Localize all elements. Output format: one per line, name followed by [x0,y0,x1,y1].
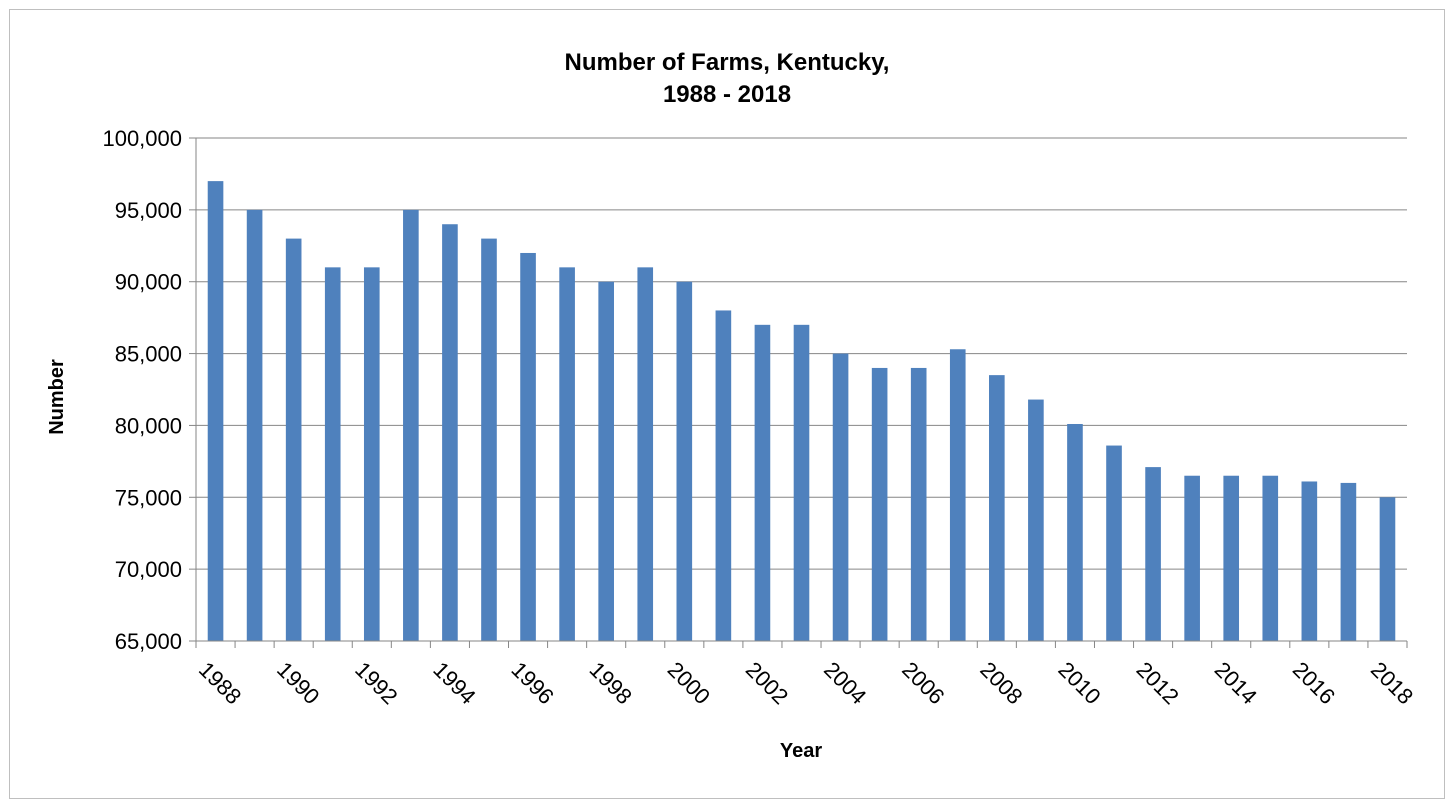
x-tick-label: 1988 [194,657,246,709]
bar-2015 [1262,475,1279,641]
x-tick-labels: 1988 1990 1992 1994 1996 1998 2000 2002 2004 2006… [194,657,1418,709]
bar-1991 [324,267,341,641]
bar-1998 [598,281,614,641]
y-tick-label: 90,000 [115,270,182,295]
bar-2011 [1106,445,1122,641]
bar-2004 [832,353,849,641]
chart-subtitle: 1988 - 2018 [663,81,791,108]
y-axis-title: Number [46,359,68,435]
y-tick-label: 65,000 [115,629,182,654]
x-tick-label: 1994 [428,657,480,709]
y-tick-label: 80,000 [115,413,182,438]
x-tick-label: 1992 [350,657,402,709]
x-tick-label: 2014 [1210,657,1262,709]
y-tick-label: 85,000 [115,342,182,367]
axes [189,137,1408,648]
bar-2016 [1301,481,1318,641]
y-tick-label: 95,000 [115,198,182,223]
x-tick-label: 1998 [585,657,637,709]
bar-2001 [715,310,732,641]
x-tick-label: 2018 [1366,657,1418,709]
bar-1993 [403,209,419,641]
x-tick-label: 2000 [663,657,715,709]
bar-2009 [1028,399,1044,641]
bar-1995 [481,238,497,641]
x-tick-label: 2006 [897,657,949,709]
y-tick-label: 75,000 [115,485,182,510]
bar-1997 [559,267,575,641]
bar-2018 [1379,497,1396,641]
bar-1988 [207,181,224,641]
bar-2002 [754,324,771,641]
bar-1994 [442,224,458,641]
bar-2010 [1067,423,1083,641]
x-tick-label: 2010 [1053,657,1105,709]
bar-2005 [871,367,888,641]
chart-title: Number of Farms, Kentucky, [565,49,890,76]
bar-2012 [1145,467,1161,641]
bar-2013 [1184,475,1200,641]
bar-2006 [910,367,927,641]
x-axis-title: Year [780,740,822,762]
x-tick-label: 2012 [1132,657,1184,709]
bar-1990 [285,238,302,641]
bar-chart: Number of Farms, Kentucky, 1988 - 2018 6… [46,49,1418,762]
x-tick-label: 2002 [741,657,793,709]
bar-1999 [637,267,654,641]
x-tick-label: 1990 [272,657,324,709]
y-tick-labels: 65,000 70,000 75,000 80,000 85,000 90,000 95,0… [102,126,182,654]
x-tick-label: 2008 [975,657,1027,709]
x-tick-label: 2016 [1288,657,1340,709]
bar-2014 [1223,475,1240,641]
y-tick-label: 100,000 [102,126,182,151]
x-tick-label: 1996 [507,657,559,709]
bars [207,181,1396,641]
bar-1989 [246,209,263,641]
x-tick-label: 2004 [819,657,871,709]
bar-2003 [793,324,810,641]
bar-2008 [989,375,1005,641]
bar-2017 [1340,482,1357,641]
bar-2007 [949,349,966,641]
y-tick-label: 70,000 [115,557,182,582]
bar-1996 [520,252,536,641]
bar-1992 [363,267,380,641]
chart-frame: Number of Farms, Kentucky, 1988 - 2018 6… [9,9,1445,799]
bar-2000 [676,281,693,641]
